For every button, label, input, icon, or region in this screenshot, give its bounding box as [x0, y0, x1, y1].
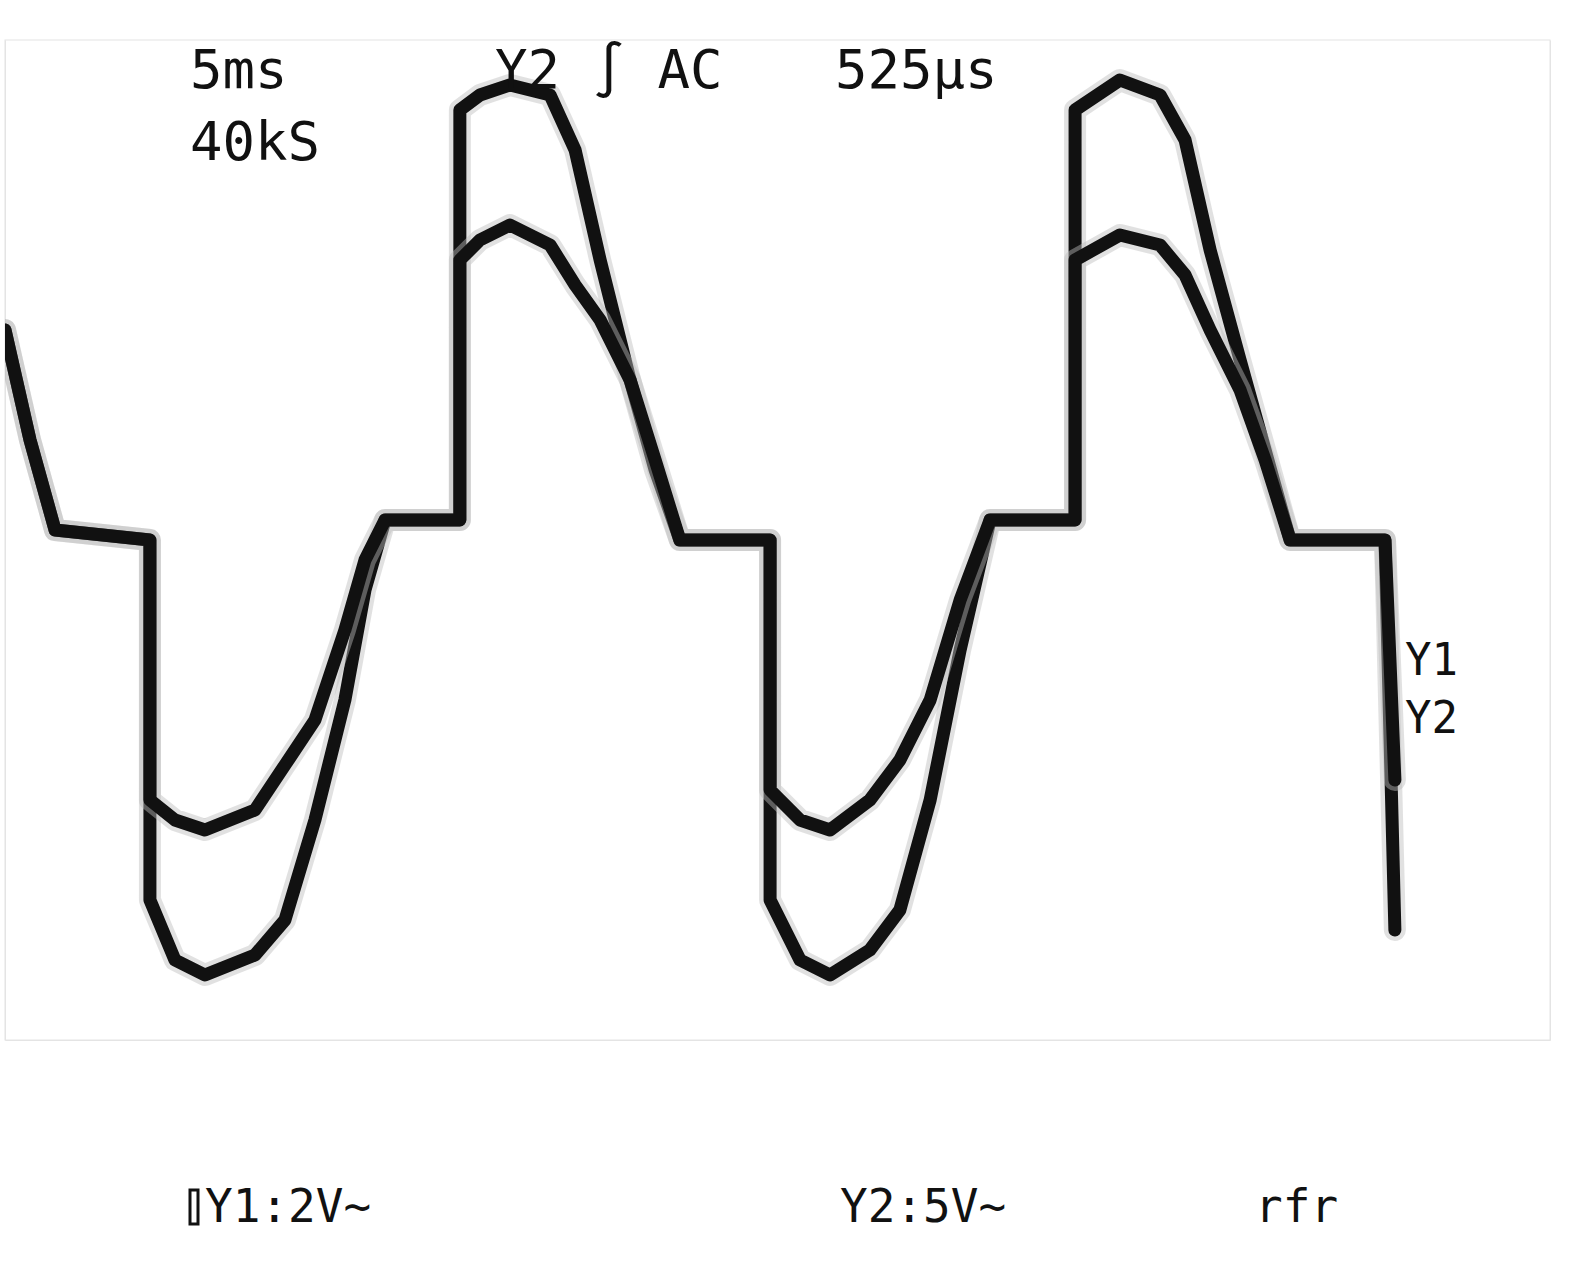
trace-2 — [5, 225, 1395, 830]
trace-haze — [5, 225, 1395, 830]
axis-line — [6, 1040, 1551, 1041]
chart-container: 5ms 40kS Y2 ∫ AC 525µs Y1:2V~ Y2:5V~ rfr Y1 Y2 — [0, 0, 1594, 1263]
trace-haze — [5, 80, 1395, 975]
chart-svg: 5ms 40kS Y2 ∫ AC 525µs Y1:2V~ Y2:5V~ rfr Y1 Y2 — [0, 0, 1594, 1263]
scope-label: 525µs — [835, 38, 998, 101]
scope-label: 40kS — [190, 110, 320, 173]
y-axis — [5, 41, 6, 1041]
plot-frame — [5, 40, 1550, 1040]
background — [0, 0, 1594, 1263]
scope-label: Y1:2V~ — [205, 1179, 371, 1233]
scope-label: Y2 ∫ AC — [495, 38, 723, 101]
scope-label: rfr — [1255, 1179, 1338, 1233]
axis-line — [1550, 41, 1551, 1041]
traces — [5, 80, 1395, 975]
trace-1 — [5, 80, 1395, 975]
y2-axis — [1550, 41, 1551, 1041]
channel-marker — [190, 1190, 198, 1224]
axis-line — [5, 41, 6, 1041]
scope-label: Y2:5V~ — [840, 1179, 1006, 1233]
channel-name: Y1 — [1405, 634, 1458, 685]
x-axis — [6, 1040, 1551, 1041]
scope-label: 5ms — [190, 38, 288, 101]
channel-name: Y2 — [1405, 692, 1458, 743]
